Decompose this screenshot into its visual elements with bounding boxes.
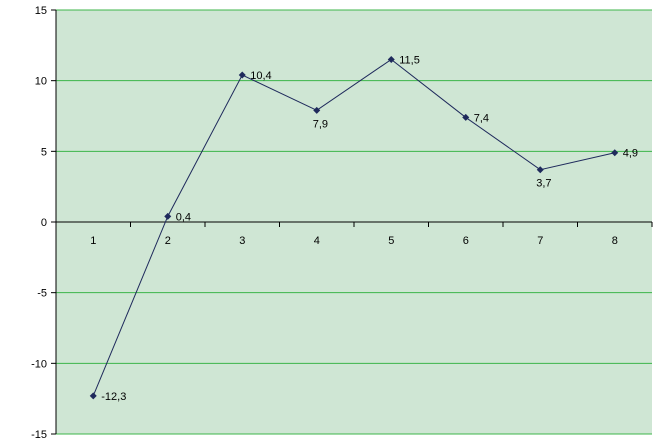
data-label: 3,7 (536, 178, 551, 190)
x-tick-label: 1 (90, 235, 96, 247)
data-label: 7,4 (474, 112, 489, 124)
data-marker (536, 166, 544, 174)
x-tick-label: 7 (537, 235, 543, 247)
x-tick-label: 2 (165, 235, 171, 247)
x-tick-label: 6 (463, 235, 469, 247)
gridlines (56, 9, 652, 435)
y-tick-label: 10 (35, 76, 47, 88)
y-tick-labels: 15 10 5 0 -5 -10 -15 (31, 5, 47, 441)
x-tick-label: 3 (239, 235, 245, 247)
axes (51, 9, 653, 435)
data-marker (238, 71, 246, 79)
x-tick-label: 5 (388, 235, 394, 247)
y-tick-label: 5 (41, 146, 47, 158)
y-tick-label: 0 (41, 217, 47, 229)
series-line (92, 58, 615, 397)
x-tick-labels: 1 2 3 4 5 6 7 8 (90, 235, 618, 247)
data-label: 0,4 (176, 211, 191, 223)
y-tick-label: -5 (37, 288, 47, 300)
data-marker (164, 212, 172, 220)
data-label: 7,9 (313, 118, 328, 130)
data-marker (387, 55, 395, 63)
x-tick-label: 8 (612, 235, 618, 247)
y-tick-label: 15 (35, 5, 47, 17)
y-tick-label: -10 (31, 358, 47, 370)
data-label: 11,5 (399, 54, 420, 66)
data-label: 4,9 (623, 148, 638, 160)
data-marker (89, 392, 97, 400)
series-line (92, 58, 615, 397)
x-tick-label: 4 (314, 235, 320, 247)
data-markers (89, 55, 619, 400)
data-label: 10,4 (250, 70, 271, 82)
data-labels: -12,3 0,4 10,4 7,9 11,5 7,4 3,7 4,9 (101, 54, 638, 402)
y-tick-label: -15 (31, 429, 47, 441)
data-marker (313, 106, 321, 114)
data-marker (462, 113, 470, 121)
data-marker (611, 149, 619, 157)
data-label: -12,3 (101, 391, 126, 403)
